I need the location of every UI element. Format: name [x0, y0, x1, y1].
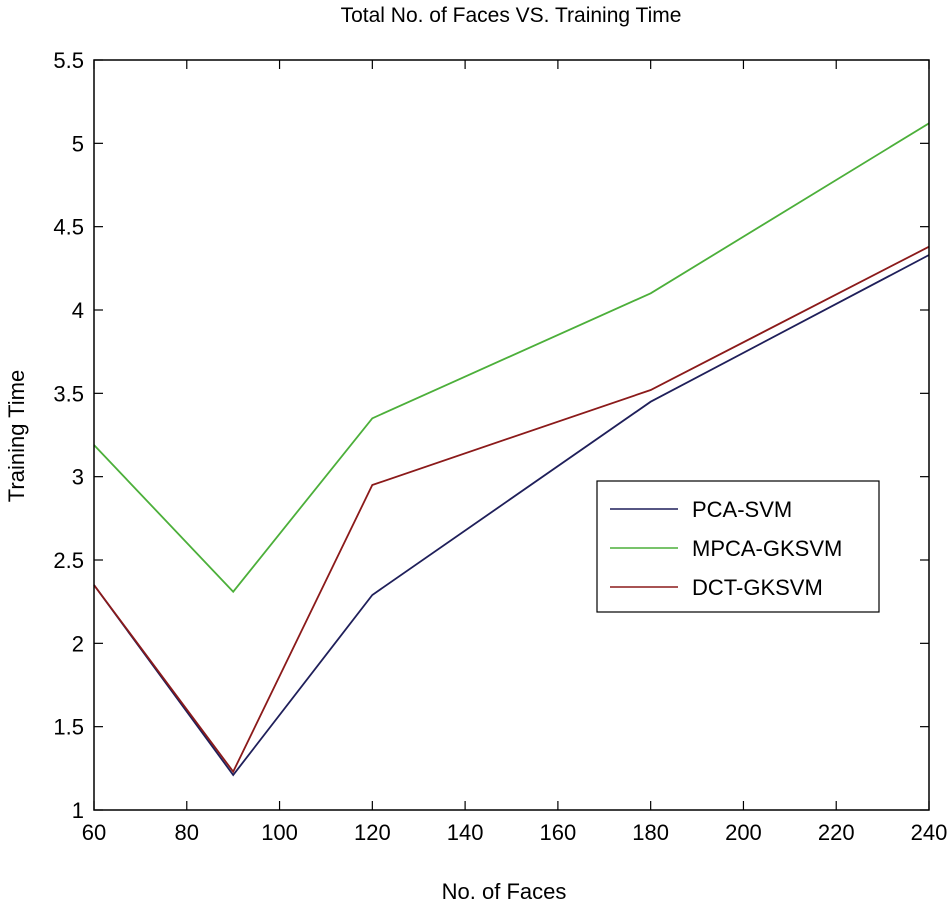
series-line-pca-svm [93, 254, 930, 777]
x-tick-label: 120 [354, 820, 391, 845]
series-layer [93, 122, 930, 777]
x-axis-label: No. of Faces [442, 879, 567, 904]
x-tick-label: 140 [447, 820, 484, 845]
y-tick-label: 3 [72, 465, 84, 490]
x-tick-label: 180 [632, 820, 669, 845]
series-line-dct-gksvm [93, 245, 930, 774]
y-tick-label: 2.5 [53, 548, 84, 573]
x-tick-label: 200 [725, 820, 762, 845]
x-tick-label: 80 [175, 820, 199, 845]
legend-box [596, 480, 880, 613]
y-tick-label: 5 [72, 131, 84, 156]
chart-title: Total No. of Faces VS. Training Time [341, 4, 682, 27]
tick-layer: 60 80 100 120 140 160 180 200 220 240 1 1.5 2 2.5 3 3.5… [53, 48, 947, 845]
legend: PCA-SVM MPCA-GKSVM DCT-GKSVM [596, 480, 880, 613]
plot-area [94, 60, 929, 810]
x-tick-label: 160 [540, 820, 577, 845]
x-tick-label: 220 [818, 820, 855, 845]
y-tick-label: 1 [72, 798, 84, 823]
axes-box [93, 59, 930, 811]
y-tick-label: 3.5 [53, 381, 84, 406]
y-tick-label: 4.5 [53, 215, 84, 240]
legend-label-dct-gksvm: DCT-GKSVM [692, 575, 823, 600]
y-axis-label: Training Time [4, 370, 29, 502]
y-tick-label: 4 [72, 298, 84, 323]
y-tick-label: 2 [72, 631, 84, 656]
x-tick-label: 100 [261, 820, 298, 845]
y-tick-label: 5.5 [53, 48, 84, 73]
legend-label-pca-svm: PCA-SVM [692, 497, 792, 522]
y-tick-label: 1.5 [53, 715, 84, 740]
series-line-mpca-gksvm [93, 122, 930, 594]
legend-label-mpca-gksvm: MPCA-GKSVM [692, 536, 842, 561]
x-tick-label: 240 [911, 820, 948, 845]
x-tick-label: 60 [82, 820, 106, 845]
